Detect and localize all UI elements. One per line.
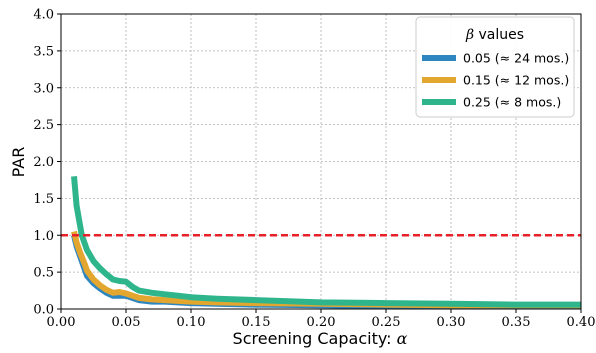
y-tick-label: 2.5 <box>33 118 54 133</box>
legend-title-symbol: β <box>465 27 474 43</box>
y-tick-label: 0.0 <box>33 303 54 318</box>
legend-label-2: 0.15 (≈ 12 mos.) <box>463 73 569 88</box>
x-tick-label: 0.15 <box>242 315 271 330</box>
x-tick-label: 0.25 <box>372 315 401 330</box>
y-tick-label: 3.0 <box>33 81 54 96</box>
x-axis-label: Screening Capacity: α <box>233 329 408 348</box>
x-tick-label: 0.05 <box>112 315 141 330</box>
x-axis-label-text: Screening Capacity: <box>233 329 397 348</box>
legend-label-3: 0.25 (≈ 8 mos.) <box>463 95 561 110</box>
legend-title-text: values <box>474 27 524 43</box>
y-axis-label: PAR <box>9 147 28 178</box>
y-tick-label: 3.5 <box>33 44 54 59</box>
series-line-3 <box>71 176 581 308</box>
y-tick-label: 1.0 <box>33 229 54 244</box>
legend-title: β values <box>465 27 524 43</box>
x-tick-label: 0.40 <box>567 315 596 330</box>
legend: β values 0.05 (≈ 24 mos.) 0.15 (≈ 12 mos.… <box>415 16 575 118</box>
x-tick-label: 0.30 <box>437 315 466 330</box>
y-tick-label: 1.5 <box>33 192 54 207</box>
legend-items: 0.05 (≈ 24 mos.) 0.15 (≈ 12 mos.) 0.25 (≈ … <box>422 51 569 110</box>
y-tick-label: 0.5 <box>33 266 54 281</box>
series-group <box>61 176 581 310</box>
y-tick-label: 2.0 <box>33 155 54 170</box>
x-tick-label: 0.20 <box>307 315 336 330</box>
x-axis-label-symbol: α <box>397 329 408 348</box>
y-tick-label: 4.0 <box>33 8 54 23</box>
legend-box <box>415 16 575 118</box>
x-tick-label: 0.35 <box>502 315 531 330</box>
legend-label-1: 0.05 (≈ 24 mos.) <box>463 51 569 66</box>
x-tick-label: 0.10 <box>177 315 206 330</box>
y-axis-ticks: 0.0 0.5 1.0 1.5 2.0 2.5 3.0 3.5 4.0 <box>33 8 61 318</box>
x-axis-ticks: 0.00 0.05 0.10 0.15 0.20 0.25 0.30 0.35 0.40 <box>47 309 596 330</box>
x-tick-label: 0.00 <box>47 315 76 330</box>
